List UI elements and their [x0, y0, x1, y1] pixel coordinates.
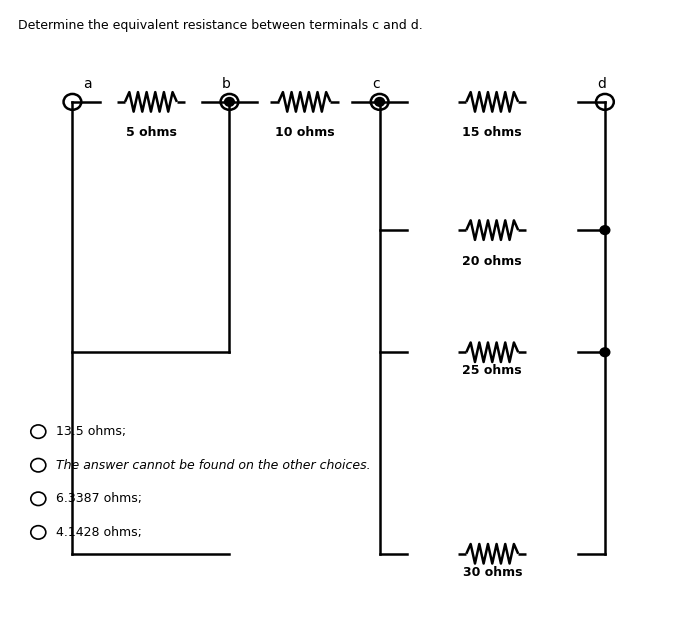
Text: a: a	[83, 77, 91, 91]
Text: 10 ohms: 10 ohms	[275, 126, 334, 139]
Text: 30 ohms: 30 ohms	[462, 566, 522, 579]
Text: 13.5 ohms;: 13.5 ohms;	[56, 425, 126, 438]
Text: 20 ohms: 20 ohms	[462, 254, 522, 267]
Text: 25 ohms: 25 ohms	[462, 365, 522, 378]
Circle shape	[600, 348, 609, 357]
Text: 6.3387 ohms;: 6.3387 ohms;	[56, 492, 142, 505]
Text: 4.1428 ohms;: 4.1428 ohms;	[56, 526, 142, 539]
Text: d: d	[597, 77, 606, 91]
Text: The answer cannot be found on the other choices.: The answer cannot be found on the other …	[56, 459, 370, 472]
Circle shape	[225, 98, 234, 106]
Text: b: b	[222, 77, 231, 91]
Text: Determine the equivalent resistance between terminals c and d.: Determine the equivalent resistance betw…	[18, 19, 423, 32]
Circle shape	[375, 98, 384, 106]
Text: c: c	[372, 77, 380, 91]
Circle shape	[600, 226, 609, 235]
Text: 5 ohms: 5 ohms	[126, 126, 176, 139]
Text: 15 ohms: 15 ohms	[462, 126, 522, 139]
